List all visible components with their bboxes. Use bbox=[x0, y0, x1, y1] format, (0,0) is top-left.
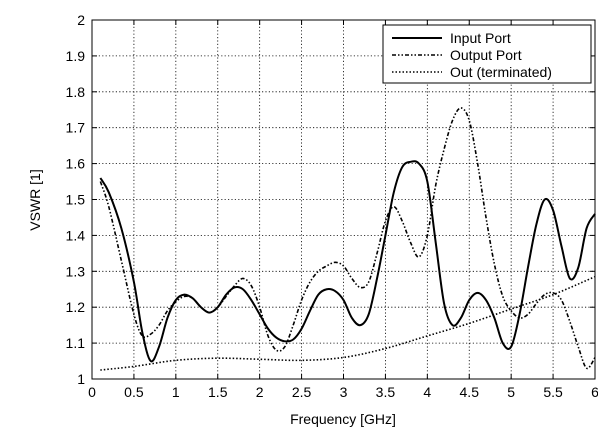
x-tick-label: 3 bbox=[340, 384, 348, 400]
x-tick-label: 0.5 bbox=[124, 384, 144, 400]
x-tick-label: 1 bbox=[172, 384, 180, 400]
x-tick-label: 2.5 bbox=[292, 384, 312, 400]
y-tick-labels: 1 1.1 1.2 1.3 1.4 1.5 1.6 1.7 1.8 1.9 2 bbox=[66, 12, 86, 387]
x-tick-label: 3.5 bbox=[376, 384, 396, 400]
y-tick-label: 1.5 bbox=[66, 192, 86, 208]
legend-label-2: Output Port bbox=[450, 47, 522, 63]
x-tick-label: 1.5 bbox=[208, 384, 228, 400]
y-tick-label: 1 bbox=[77, 371, 85, 387]
x-tick-labels: 0 0.5 1 1.5 2 2.5 3 3.5 4 4.5 5 5.5 6 bbox=[88, 384, 598, 400]
x-tick-label: 6 bbox=[591, 384, 598, 400]
y-tick-label: 1.8 bbox=[66, 84, 86, 100]
x-tick-label: 0 bbox=[88, 384, 96, 400]
y-tick-label: 1.6 bbox=[66, 156, 86, 172]
legend-label-3: Out (terminated) bbox=[450, 64, 552, 80]
y-tick-label: 1.3 bbox=[66, 263, 86, 279]
series-layer bbox=[99, 107, 596, 371]
y-tick-label: 1.2 bbox=[66, 299, 86, 315]
x-tick-label: 4.5 bbox=[460, 384, 480, 400]
x-tick-label: 4 bbox=[423, 384, 431, 400]
legend-box bbox=[382, 24, 592, 84]
y-tick-label: 1.1 bbox=[66, 335, 86, 351]
series-line-2 bbox=[99, 107, 596, 370]
y-tick-label: 1.9 bbox=[66, 48, 86, 64]
x-tick-label: 5.5 bbox=[543, 384, 563, 400]
y-tick-label: 1.7 bbox=[66, 120, 86, 136]
x-tick-label: 2 bbox=[256, 384, 264, 400]
y-tick-label: 1.4 bbox=[66, 227, 86, 243]
y-tick-label: 2 bbox=[77, 12, 85, 28]
axis-ticks bbox=[91, 19, 596, 380]
y-axis-label: VSWR [1] bbox=[27, 169, 43, 230]
legend-label-1: Input Port bbox=[450, 30, 511, 46]
plot-frame bbox=[91, 19, 596, 380]
x-axis-label: Frequency [GHz] bbox=[290, 411, 396, 427]
x-tick-label: 5 bbox=[507, 384, 515, 400]
